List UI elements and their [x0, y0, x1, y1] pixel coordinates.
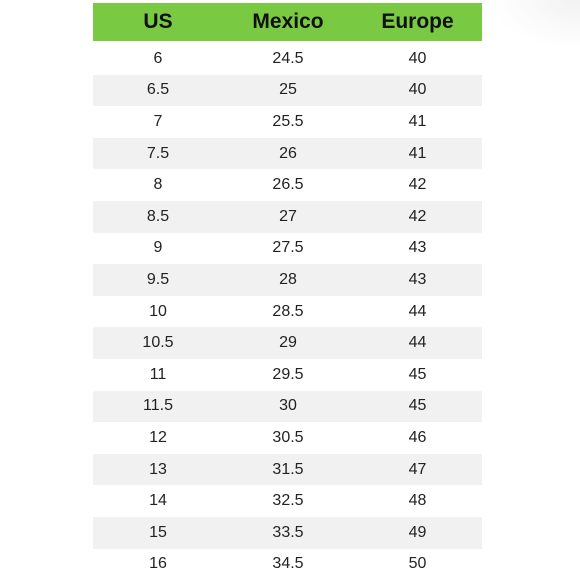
cell-us: 7 [153, 112, 163, 130]
cell-us: 14 [149, 492, 167, 510]
cell-mexico: 33.5 [272, 523, 304, 541]
cell-us: 6 [153, 49, 163, 67]
cell-us: 7.5 [146, 144, 170, 162]
cell-mexico: 26.5 [272, 176, 304, 194]
cell-us: 6.5 [146, 81, 170, 99]
table-row: 11.5 30 45 [93, 390, 482, 423]
table-row: 7.5 26 41 [93, 137, 482, 170]
cell-europe: 41 [408, 112, 427, 130]
cell-us: 13 [149, 460, 167, 478]
cell-mexico: 34.5 [272, 555, 304, 573]
cell-us: 11.5 [143, 397, 173, 415]
cell-europe: 42 [408, 207, 427, 225]
table-row: 15 33.5 49 [93, 516, 482, 549]
header-europe: Europe [381, 10, 454, 33]
header-us: US [143, 10, 173, 33]
table-row: 9 27.5 43 [93, 232, 482, 265]
cell-mexico: 30 [279, 397, 297, 415]
cell-mexico: 27 [279, 207, 297, 225]
table-row: 16 34.5 50 [93, 548, 482, 580]
cell-europe: 50 [408, 555, 427, 573]
cell-us: 10.5 [142, 334, 174, 352]
cell-europe: 45 [408, 365, 427, 383]
table-row: 12 30.5 46 [93, 422, 482, 454]
cell-europe: 46 [408, 428, 427, 446]
cell-mexico: 25 [279, 81, 297, 99]
cell-mexico: 30.5 [272, 428, 304, 446]
table-body: 6 24.5 40 6.5 25 40 7 25.5 41 7.5 26 41 8 26.5 42 8.5 27… [93, 43, 482, 580]
cell-us: 10 [149, 302, 167, 320]
corner-shadow [490, 0, 580, 50]
cell-mexico: 29 [279, 334, 297, 352]
cell-mexico: 27.5 [272, 239, 304, 257]
cell-us: 15 [149, 523, 167, 541]
cell-mexico: 26 [279, 144, 297, 162]
table-header: US Mexico Europe [93, 3, 482, 41]
cell-us: 8.5 [146, 207, 170, 225]
cell-europe: 45 [408, 397, 427, 415]
cell-europe: 44 [408, 302, 427, 320]
cell-europe: 40 [408, 81, 427, 99]
cell-us: 11 [149, 365, 167, 383]
table-row: 9.5 28 43 [93, 264, 482, 296]
table-row: 6.5 25 40 [93, 74, 482, 107]
table-row: 10 28.5 44 [93, 295, 482, 328]
cell-mexico: 31.5 [272, 460, 304, 478]
cell-europe: 47 [408, 460, 427, 478]
cell-mexico: 32.5 [272, 492, 304, 510]
cell-europe: 42 [408, 176, 427, 194]
cell-us: 9.5 [146, 270, 170, 288]
table-row: 6 24.5 40 [93, 43, 482, 75]
table-row: 11 29.5 45 [93, 358, 482, 391]
cell-mexico: 28.5 [272, 302, 304, 320]
table-row: 8 26.5 42 [93, 169, 482, 201]
cell-europe: 41 [408, 144, 427, 162]
size-conversion-table: US Mexico Europe 6 24.5 40 6.5 25 40 7 25.5 41 7.… [93, 3, 482, 580]
cell-europe: 49 [408, 523, 427, 541]
cell-us: 16 [149, 555, 167, 573]
table-row: 14 32.5 48 [93, 485, 482, 517]
table-row: 7 25.5 41 [93, 106, 482, 138]
cell-europe: 40 [408, 49, 427, 67]
table-row: 8.5 27 42 [93, 200, 482, 233]
cell-us: 8 [153, 176, 163, 194]
cell-europe: 43 [408, 270, 427, 288]
table-row: 10.5 29 44 [93, 327, 482, 359]
cell-europe: 44 [408, 334, 427, 352]
cell-mexico: 28 [279, 270, 297, 288]
cell-mexico: 25.5 [272, 112, 304, 130]
cell-mexico: 29.5 [272, 365, 304, 383]
header-mexico: Mexico [252, 10, 324, 33]
table-row: 13 31.5 47 [93, 453, 482, 486]
cell-us: 12 [149, 428, 167, 446]
cell-us: 9 [153, 239, 163, 257]
cell-europe: 48 [408, 492, 427, 510]
cell-europe: 43 [408, 239, 427, 257]
cell-mexico: 24.5 [272, 49, 304, 67]
